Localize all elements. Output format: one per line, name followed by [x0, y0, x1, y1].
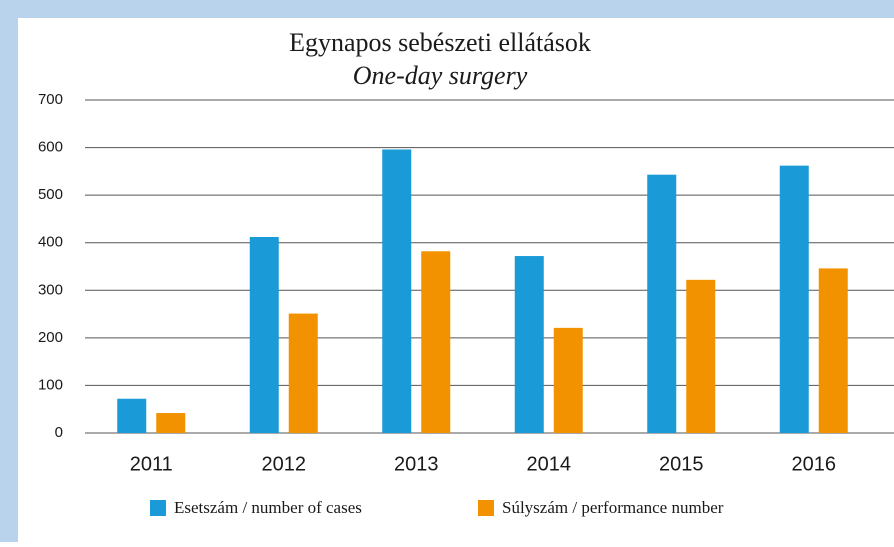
- x-tick-label: 2014: [527, 453, 572, 475]
- bar: [818, 268, 848, 433]
- x-tick-label: 2011: [130, 453, 173, 475]
- bar: [117, 398, 147, 433]
- legend-label: Esetszám / number of cases: [174, 498, 362, 517]
- legend-swatch: [150, 500, 166, 516]
- y-tick-label: 200: [38, 329, 63, 346]
- bar: [647, 174, 677, 434]
- chart-subtitle: One-day surgery: [353, 61, 528, 90]
- x-tick-label: 2012: [262, 453, 307, 475]
- y-tick-label: 100: [38, 376, 63, 393]
- x-tick-label: 2016: [792, 453, 837, 475]
- panel: [18, 18, 894, 542]
- chart-title: Egynapos sebészeti ellátások: [289, 28, 591, 57]
- bar: [249, 237, 279, 433]
- x-tick-label: 2013: [394, 453, 439, 475]
- bar: [288, 313, 318, 433]
- y-tick-label: 600: [38, 139, 63, 156]
- y-tick-label: 0: [55, 424, 63, 441]
- bar: [553, 327, 583, 433]
- bar: [382, 149, 412, 433]
- y-tick-label: 500: [38, 186, 63, 203]
- y-tick-label: 300: [38, 281, 63, 298]
- x-tick-label: 2015: [659, 453, 704, 475]
- bar: [156, 413, 186, 433]
- legend-label: Súlyszám / performance number: [502, 498, 724, 517]
- bar: [779, 165, 809, 434]
- bar: [421, 251, 451, 433]
- y-tick-label: 400: [38, 234, 63, 251]
- legend-swatch: [478, 500, 494, 516]
- bar: [514, 256, 544, 433]
- y-tick-label: 700: [38, 91, 63, 108]
- bar: [686, 279, 716, 433]
